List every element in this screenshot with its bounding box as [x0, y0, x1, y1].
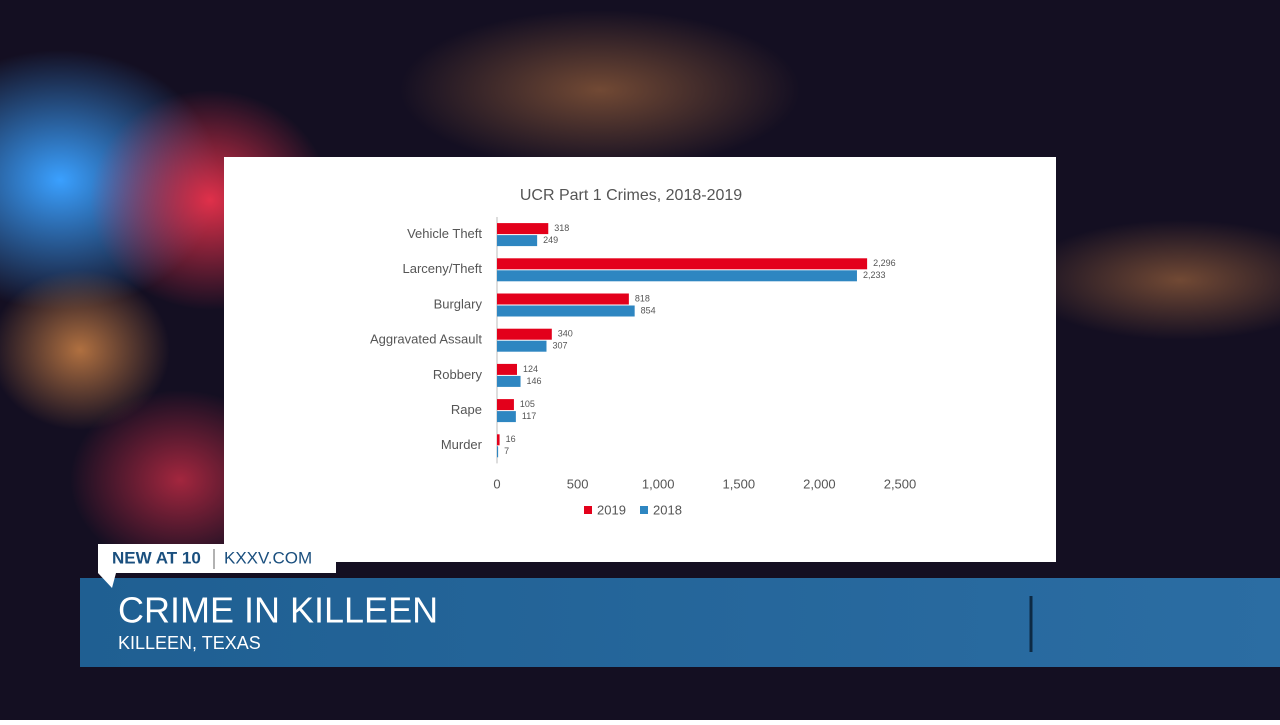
y-tick-label: Murder [441, 437, 483, 452]
value-label: 105 [520, 399, 535, 409]
legend-label: 2019 [597, 502, 626, 517]
value-label: 16 [506, 434, 516, 444]
bar [497, 223, 549, 235]
bar [497, 446, 499, 458]
bar [497, 363, 517, 375]
y-tick-label: Robbery [433, 367, 483, 382]
chart-title: UCR Part 1 Crimes, 2018-2019 [520, 187, 742, 204]
y-tick-label: Burglary [434, 296, 483, 311]
y-tick-label: Vehicle Theft [407, 226, 482, 241]
site: KXXV.COM [224, 548, 312, 567]
value-label: 2,296 [873, 258, 896, 268]
bar [497, 305, 635, 317]
x-tick-label: 2,000 [803, 476, 836, 491]
bar [497, 258, 868, 270]
value-label: 854 [641, 305, 656, 315]
bokeh [1020, 220, 1280, 340]
x-tick-label: 1,500 [723, 476, 756, 491]
headline: CRIME IN KILLEEN [118, 590, 438, 631]
bar [497, 434, 500, 446]
value-label: 340 [558, 329, 573, 339]
chart-panel [224, 157, 1056, 562]
x-tick-label: 1,000 [642, 476, 675, 491]
plot: 0 500 1,000 1,500 2,000 2,500 Vehicle Theft 318… [370, 217, 916, 517]
bar [497, 411, 516, 423]
bokeh [400, 10, 800, 170]
y-tick-label: Rape [451, 402, 482, 417]
legend-label: 2018 [653, 502, 682, 517]
x-tick-label: 0 [493, 476, 500, 491]
value-label: 249 [543, 235, 558, 245]
legend-swatch [640, 506, 648, 514]
value-label: 2,233 [863, 270, 886, 280]
bar [497, 399, 514, 411]
lower-third-band [80, 578, 1280, 667]
tag: NEW AT 10 [112, 548, 201, 567]
bar [497, 293, 629, 305]
legend-swatch [584, 506, 592, 514]
y-tick-label: Larceny/Theft [403, 261, 483, 276]
value-label: 307 [552, 341, 567, 351]
value-label: 318 [554, 223, 569, 233]
bar [497, 270, 857, 282]
bar [497, 235, 538, 247]
tag-box [98, 544, 336, 588]
y-tick-label: Aggravated Assault [370, 332, 482, 347]
value-label: 146 [527, 376, 542, 386]
x-tick-label: 2,500 [884, 476, 917, 491]
value-label: 124 [523, 364, 538, 374]
value-label: 818 [635, 293, 650, 303]
bar [497, 340, 547, 352]
value-label: 7 [504, 446, 509, 456]
bokeh [0, 270, 170, 430]
value-label: 117 [522, 411, 536, 421]
location: KILLEEN, TEXAS [118, 633, 261, 653]
bar [497, 375, 521, 387]
x-tick-label: 500 [567, 476, 589, 491]
bar [497, 328, 552, 340]
